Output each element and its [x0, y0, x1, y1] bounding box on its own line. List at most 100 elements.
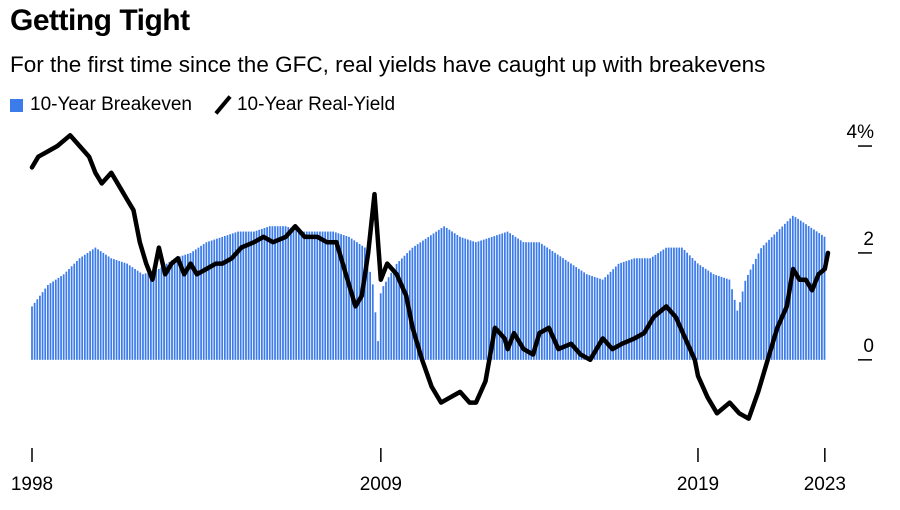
- breakeven-bar: [477, 241, 480, 360]
- chart-subtitle: For the first time since the GFC, real y…: [10, 52, 766, 77]
- breakeven-bar: [622, 261, 625, 360]
- breakeven-bar: [744, 280, 747, 360]
- breakeven-bar: [205, 242, 208, 360]
- breakeven-bar: [715, 275, 718, 360]
- legend-label-breakeven: 10-Year Breakeven: [30, 94, 192, 115]
- breakeven-bar: [382, 286, 385, 360]
- breakeven-bar: [530, 242, 533, 360]
- x-tick-label: 2023: [804, 474, 846, 495]
- breakeven-bar: [601, 279, 604, 360]
- breakeven-bar: [202, 244, 205, 360]
- breakeven-bar: [657, 253, 659, 360]
- breakeven-bar: [480, 240, 482, 360]
- breakeven-bar: [189, 252, 192, 360]
- breakeven-bar: [683, 249, 686, 360]
- breakeven-bar: [675, 247, 678, 360]
- breakeven-bar: [733, 299, 736, 360]
- breakeven-bar: [81, 256, 84, 360]
- breakeven-bar: [488, 237, 490, 360]
- breakeven-bar: [234, 232, 237, 360]
- breakeven-bar: [688, 255, 691, 360]
- breakeven-bar: [567, 261, 570, 360]
- breakeven-bar: [559, 256, 562, 360]
- breakeven-bar: [65, 271, 68, 360]
- breakeven-bar: [432, 233, 435, 360]
- breakeven-bar: [308, 231, 311, 360]
- breakeven-bar: [213, 239, 216, 360]
- breakeven-bar: [94, 247, 97, 360]
- breakeven-bar: [57, 277, 60, 360]
- breakeven-bar: [464, 238, 467, 360]
- breakeven-bar: [768, 239, 770, 360]
- breakeven-bar: [70, 266, 73, 360]
- breakeven-bar: [551, 251, 554, 360]
- breakeven-bar: [271, 226, 274, 360]
- breakeven-bar: [276, 226, 279, 360]
- breakeven-bar: [485, 238, 488, 360]
- breakeven-bar: [313, 231, 316, 360]
- breakeven-bar: [279, 226, 282, 360]
- breakeven-bar: [231, 233, 234, 360]
- breakeven-bar: [807, 226, 810, 360]
- breakeven-bar: [411, 247, 414, 360]
- breakeven-bar: [540, 243, 543, 360]
- breakeven-bar: [184, 254, 187, 360]
- breakeven-bar: [223, 236, 226, 360]
- breakeven-bar: [255, 230, 258, 360]
- breakeven-bar: [525, 242, 527, 360]
- breakeven-bar: [385, 281, 387, 360]
- breakeven-bar: [226, 235, 229, 360]
- breakeven-bar: [435, 231, 438, 360]
- breakeven-bar: [448, 229, 451, 360]
- x-tick-label: 2019: [677, 474, 719, 495]
- breakeven-bar: [572, 265, 575, 360]
- breakeven-bar: [670, 247, 673, 360]
- breakeven-bar: [155, 269, 158, 360]
- breakeven-bar: [422, 240, 424, 360]
- breakeven-bar: [641, 258, 644, 360]
- breakeven-bar: [102, 252, 105, 360]
- breakeven-bar: [73, 263, 76, 360]
- breakeven-bar: [120, 261, 123, 360]
- breakeven-bar: [390, 272, 393, 360]
- breakeven-bar: [78, 258, 81, 360]
- breakeven-bar: [472, 241, 475, 360]
- breakeven-bar: [181, 255, 184, 360]
- breakeven-bar: [593, 276, 596, 360]
- breakeven-bar: [493, 236, 496, 360]
- breakeven-bar: [633, 258, 636, 360]
- breakeven-bar: [799, 220, 802, 360]
- breakeven-bar: [216, 238, 218, 360]
- breakeven-bar: [638, 258, 641, 360]
- breakeven-bar: [39, 295, 41, 360]
- breakeven-bar: [197, 247, 200, 360]
- breakeven-bar: [604, 277, 607, 360]
- breakeven-bar: [171, 260, 173, 360]
- breakeven-bar: [580, 270, 583, 360]
- breakeven-bar: [707, 270, 710, 360]
- breakeven-bar: [535, 242, 538, 360]
- breakeven-bar: [474, 242, 477, 360]
- breakeven-bar: [760, 248, 762, 360]
- breakeven-bar: [577, 268, 580, 360]
- breakeven-bar: [546, 247, 548, 360]
- breakeven-bar: [398, 261, 401, 360]
- legend-item-realyield: 10-Year Real-Yield: [214, 94, 395, 116]
- chart-title: Getting Tight: [10, 4, 190, 37]
- breakeven-bar: [519, 240, 522, 360]
- breakeven-bar: [332, 231, 335, 360]
- breakeven-bar: [591, 276, 593, 360]
- breakeven-bar: [221, 236, 224, 360]
- breakeven-bar: [83, 254, 86, 360]
- breakeven-bar: [274, 226, 276, 360]
- breakeven-bar: [440, 228, 443, 360]
- breakeven-bar: [437, 229, 440, 360]
- breakeven-bar: [60, 276, 62, 360]
- breakeven-bar: [329, 231, 332, 360]
- breakeven-bar: [564, 259, 567, 360]
- legend: 10-Year Breakeven 10-Year Real-Yield: [10, 94, 395, 116]
- breakeven-bar: [300, 231, 303, 360]
- breakeven-bar: [242, 231, 245, 360]
- breakeven-bar: [99, 251, 102, 360]
